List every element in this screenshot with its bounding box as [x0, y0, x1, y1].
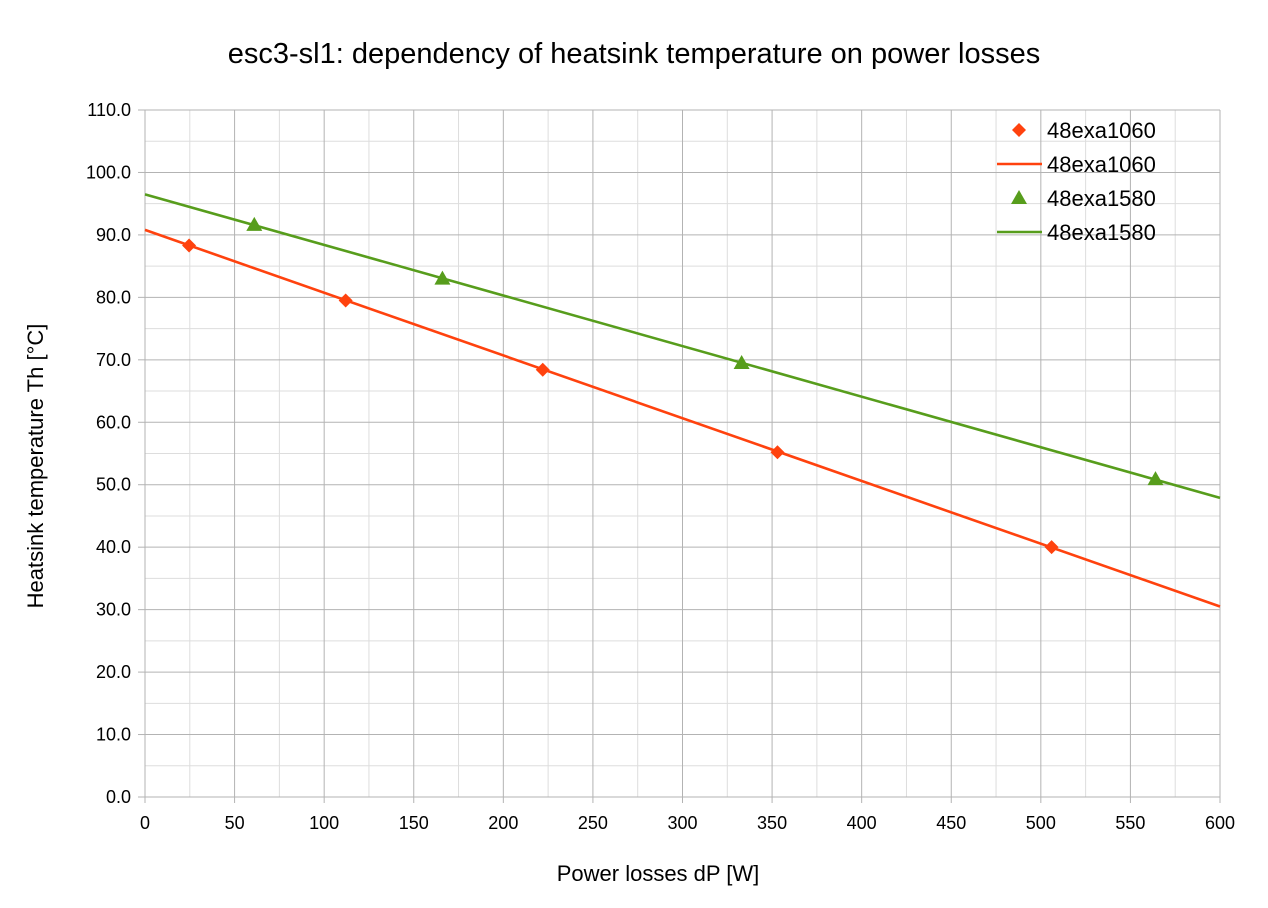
legend-entry: 48exa1580 — [1011, 186, 1156, 211]
y-tick-label: 70.0 — [96, 350, 131, 370]
legend-entry: 48exa1060 — [997, 152, 1156, 177]
x-tick-label: 500 — [1026, 813, 1056, 833]
y-axis-title: Heatsink temperature Th [°C] — [23, 324, 48, 609]
y-tick-label: 110.0 — [87, 100, 131, 120]
data-point-48exa1060 — [338, 293, 353, 308]
legend-label: 48exa1580 — [1047, 186, 1156, 211]
y-tick-label: 0.0 — [106, 787, 131, 807]
trendline-48exa1580 — [144, 193, 1221, 500]
data-point-48exa1060 — [770, 445, 785, 460]
data-point-48exa1060 — [1044, 540, 1059, 555]
data-point-48exa1060 — [535, 362, 550, 377]
x-tick-label: 200 — [488, 813, 518, 833]
x-tick-label: 550 — [1115, 813, 1145, 833]
chart-title: esc3-sl1: dependency of heatsink tempera… — [228, 38, 1040, 70]
x-tick-label: 50 — [225, 813, 245, 833]
y-tick-label: 40.0 — [96, 537, 131, 557]
x-tick-label: 400 — [847, 813, 877, 833]
y-tick-label: 90.0 — [96, 225, 131, 245]
legend-entry: 48exa1580 — [997, 220, 1156, 245]
y-tick-label: 50.0 — [96, 475, 131, 495]
y-tick-label: 80.0 — [96, 287, 131, 307]
x-axis: 0 50 100 150 200 250 300 350 400 450 500 550 600 — [140, 797, 1235, 833]
legend: 48exa1060 48exa1060 48exa1580 48exa1580 — [997, 118, 1156, 245]
x-tick-label: 600 — [1205, 813, 1235, 833]
legend-diamond-icon — [1012, 123, 1026, 137]
x-tick-label: 300 — [667, 813, 697, 833]
data-point-48exa1580 — [1147, 471, 1164, 486]
legend-triangle-icon — [1011, 190, 1027, 204]
data-point-48exa1060 — [182, 238, 197, 253]
x-tick-label: 0 — [140, 813, 150, 833]
legend-label: 48exa1060 — [1047, 152, 1156, 177]
legend-entry: 48exa1060 — [1012, 118, 1156, 143]
x-tick-label: 100 — [309, 813, 339, 833]
trendline-48exa1060 — [144, 228, 1221, 608]
legend-label: 48exa1580 — [1047, 220, 1156, 245]
y-tick-label: 60.0 — [96, 412, 131, 432]
x-tick-label: 350 — [757, 813, 787, 833]
data-point-48exa1580 — [434, 270, 451, 285]
plot-area — [144, 193, 1221, 608]
y-tick-label: 20.0 — [96, 662, 131, 682]
y-tick-label: 10.0 — [96, 725, 131, 745]
x-tick-label: 250 — [578, 813, 608, 833]
data-point-48exa1580 — [246, 216, 263, 231]
y-tick-label: 100.0 — [86, 162, 131, 182]
legend-label: 48exa1060 — [1047, 118, 1156, 143]
x-axis-title: Power losses dP [W] — [557, 861, 760, 886]
x-tick-label: 150 — [399, 813, 429, 833]
x-tick-label: 450 — [936, 813, 966, 833]
data-point-48exa1580 — [733, 354, 750, 369]
y-tick-label: 30.0 — [96, 600, 131, 620]
y-axis: 0.0 10.0 20.0 30.0 40.0 50.0 60.0 70.0 80.0 90.0 1… — [86, 100, 145, 807]
